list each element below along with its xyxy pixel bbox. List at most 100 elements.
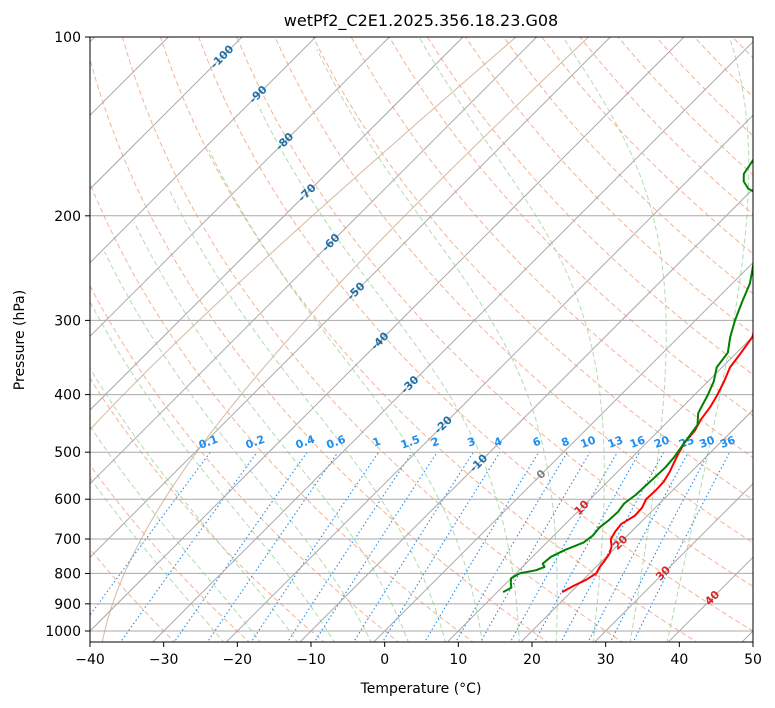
moist-adiabat bbox=[257, 104, 520, 642]
dry-adiabat bbox=[771, 37, 775, 644]
moist-adiabat bbox=[133, 221, 409, 642]
isotherm bbox=[151, 40, 753, 642]
decor-curve bbox=[101, 37, 589, 642]
mixing-ratio-label: 6 bbox=[531, 435, 543, 450]
y-tick-label: 300 bbox=[54, 313, 81, 329]
dry-adiabat bbox=[121, 37, 623, 642]
profiles bbox=[502, 158, 753, 593]
chart-title: wetPf2_C2E1.2025.356.18.23.G08 bbox=[284, 11, 558, 31]
mixing-ratio-line bbox=[587, 451, 689, 642]
mixing-ratio-label: 4 bbox=[492, 435, 504, 450]
mixing-ratio-label: 10 bbox=[579, 433, 598, 451]
mixing-ratio-label: 8 bbox=[560, 435, 572, 450]
dry-adiabat bbox=[426, 37, 753, 376]
moist-adiabat bbox=[562, 37, 667, 642]
dry-adiabat bbox=[90, 182, 474, 642]
mixing-ratio-line bbox=[173, 451, 308, 642]
dry-adiabat bbox=[617, 37, 753, 176]
isotherm bbox=[593, 482, 753, 642]
moist-adiabat bbox=[90, 425, 261, 642]
mixing-ratio-line bbox=[250, 451, 380, 642]
mixing-ratio-line bbox=[287, 451, 413, 642]
x-tick-label: −20 bbox=[223, 652, 253, 668]
x-tick-label: 50 bbox=[744, 652, 762, 668]
moist-adiabat bbox=[666, 37, 750, 642]
y-tick-label: 400 bbox=[54, 388, 81, 404]
isotherm bbox=[90, 37, 611, 559]
isotherm bbox=[372, 261, 753, 642]
mixing-ratio-label: 20 bbox=[652, 433, 671, 451]
isotherm bbox=[90, 37, 317, 264]
dry-adiabat bbox=[350, 37, 753, 459]
mixing-ratio-label: 2 bbox=[429, 435, 441, 450]
isotherm bbox=[90, 37, 464, 411]
dry-adiabat bbox=[90, 548, 176, 642]
mixing-ratio-label: 0.6 bbox=[325, 433, 348, 452]
dry-adiabat bbox=[236, 37, 753, 588]
mixing-ratio-label: 0.2 bbox=[244, 433, 267, 452]
mixing-ratio-line bbox=[206, 451, 339, 642]
decor-curve bbox=[90, 37, 517, 431]
dry-adiabat bbox=[655, 37, 753, 137]
isotherm bbox=[90, 37, 390, 338]
x-axis-label: Temperature (°C) bbox=[360, 681, 482, 697]
y-tick-label: 700 bbox=[54, 532, 81, 548]
mixing-ratio-label: 16 bbox=[628, 433, 647, 451]
dry-adiabat bbox=[90, 464, 251, 642]
moist-adiabat bbox=[90, 367, 298, 642]
y-tick-label: 500 bbox=[54, 445, 81, 461]
moist-adiabat bbox=[168, 188, 446, 642]
dry-adiabat bbox=[198, 37, 753, 632]
mixing-ratio-label: 0.4 bbox=[294, 433, 317, 452]
mixing-ratio-line bbox=[609, 451, 710, 642]
isotherm bbox=[225, 114, 753, 642]
dry-adiabat bbox=[693, 37, 753, 98]
isotherm bbox=[90, 37, 685, 632]
isotherm bbox=[667, 556, 753, 642]
y-tick-label: 100 bbox=[54, 30, 81, 46]
y-tick-label: 900 bbox=[54, 597, 81, 613]
mixing-ratio-label: 1 bbox=[371, 435, 383, 450]
moist-adiabat bbox=[90, 300, 335, 642]
isotherm bbox=[90, 37, 243, 190]
mixing-ratio-line bbox=[455, 451, 568, 642]
dry-adiabat bbox=[90, 377, 325, 642]
moist-adiabat bbox=[104, 251, 372, 642]
x-tick-label: 30 bbox=[597, 652, 615, 668]
dewpoint-line bbox=[502, 158, 753, 593]
dry-adiabat bbox=[465, 37, 753, 335]
mixing-ratio-line bbox=[313, 451, 438, 642]
y-axis-label: Pressure (hPa) bbox=[12, 290, 28, 390]
x-axis: −40 −30 −20 −10 0 10 20 30 40 50 bbox=[75, 642, 762, 668]
dry-adiabat bbox=[503, 37, 753, 295]
x-tick-label: −40 bbox=[75, 652, 105, 668]
moist-adiabat bbox=[316, 49, 558, 642]
isotherm bbox=[299, 188, 753, 642]
y-tick-label: 600 bbox=[54, 492, 81, 508]
moist-adiabat bbox=[90, 477, 225, 642]
dry-adiabat bbox=[160, 37, 698, 642]
mixing-ratio-line bbox=[424, 451, 540, 642]
mixing-ratio-line bbox=[353, 451, 474, 642]
y-tick-label: 1000 bbox=[45, 624, 81, 640]
mixing-ratio-line bbox=[90, 451, 211, 616]
x-tick-label: 40 bbox=[670, 652, 688, 668]
mixing-ratio-label: 36 bbox=[718, 433, 737, 451]
mixing-ratio-line bbox=[533, 451, 640, 642]
isotherm bbox=[90, 37, 538, 485]
mixing-ratio-label: 0.1 bbox=[197, 433, 220, 452]
mixing-ratio-label: 3 bbox=[466, 435, 478, 450]
dry-adiabat bbox=[388, 37, 753, 417]
x-tick-label: 0 bbox=[380, 652, 389, 668]
temperature-line bbox=[561, 331, 753, 593]
x-tick-label: 20 bbox=[523, 652, 541, 668]
plot-frame bbox=[89, 36, 754, 643]
moist-adiabat bbox=[418, 37, 605, 642]
y-tick-label: 200 bbox=[54, 209, 81, 225]
dry-adiabat bbox=[90, 57, 549, 642]
isotherm bbox=[741, 630, 753, 642]
mixing-ratio-label: 13 bbox=[606, 433, 625, 450]
y-tick-label: 800 bbox=[54, 566, 81, 582]
x-tick-label: −30 bbox=[149, 652, 179, 668]
